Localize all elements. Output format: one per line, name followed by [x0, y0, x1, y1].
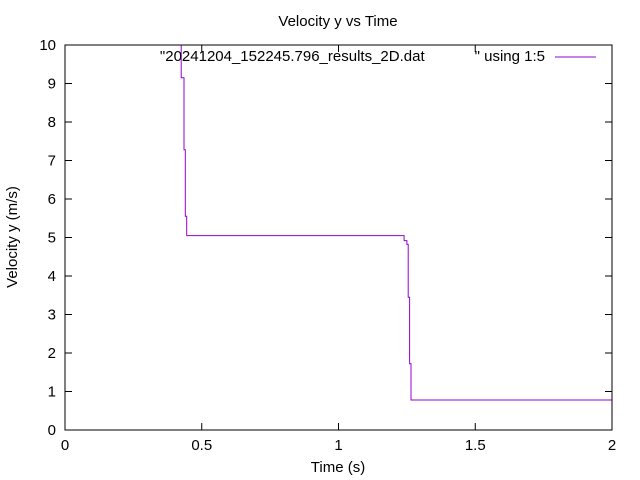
y-tick-label: 2 — [48, 345, 56, 362]
x-tick-label: 0 — [61, 437, 69, 454]
y-tick-label: 6 — [48, 191, 56, 208]
velocity-series-line — [179, 44, 612, 401]
x-axis-label: Time (s) — [311, 459, 365, 476]
y-tick-label: 8 — [48, 114, 56, 131]
legend-label: "20241204_152245.796_results_2D.dat " us… — [160, 48, 545, 65]
plot-border — [64, 44, 613, 431]
x-tick-label: 1 — [334, 437, 342, 454]
y-tick-label: 10 — [39, 37, 56, 54]
x-tick-label: 0.5 — [191, 437, 212, 454]
y-tick-label: 4 — [48, 268, 56, 285]
x-tick-label: 2 — [608, 437, 616, 454]
y-tick-label: 3 — [48, 307, 56, 324]
y-tick-label: 1 — [48, 384, 56, 401]
x-axis-ticks: 0 0.5 1 1.5 2 — [61, 45, 616, 454]
chart-title: Velocity y vs Time — [278, 13, 397, 30]
y-tick-label: 5 — [48, 230, 56, 247]
x-tick-label: 1.5 — [465, 437, 486, 454]
y-axis-ticks: 0 1 2 3 4 5 6 7 8 9 10 — [39, 37, 612, 439]
y-axis-label: Velocity y (m/s) — [4, 186, 21, 288]
y-tick-label: 0 — [48, 422, 56, 439]
y-tick-label: 7 — [48, 153, 56, 170]
y-tick-label: 9 — [48, 76, 56, 93]
